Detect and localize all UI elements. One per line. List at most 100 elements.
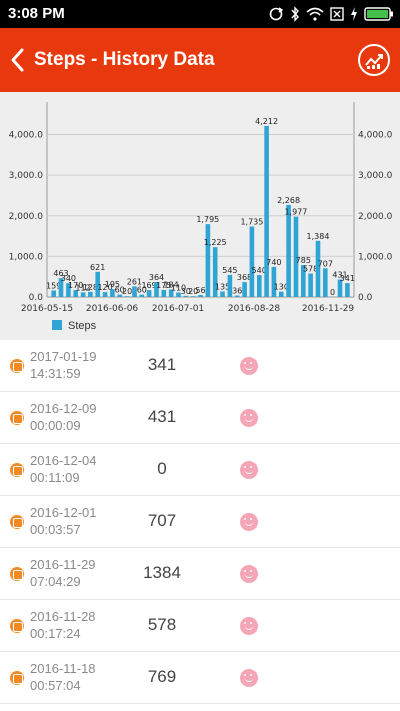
record-icon [10,359,24,373]
record-time: 00:00:09 [30,418,81,433]
bar [73,290,78,297]
y-tick-label-right: 2,000.0 [358,212,393,222]
data-label: 785 [296,256,311,265]
history-row[interactable]: 2016-12-01 00:03:57 707 [0,496,400,548]
smiley-icon [240,461,258,479]
bar [176,292,181,297]
history-row[interactable]: 2016-12-04 00:11:09 0 [0,444,400,496]
bar [308,273,313,297]
bar [212,247,218,297]
history-row[interactable]: 2016-11-18 00:57:04 769 [0,652,400,704]
bar [88,291,93,297]
record-date: 2016-12-01 [30,505,97,520]
bar [279,291,284,297]
data-label: 578 [303,265,318,274]
record-date: 2016-11-28 [30,609,96,624]
steps-chart: 0.0 0.0 1,000.0 1,000.0 2,000.0 2,000.0 3,000.… [0,92,400,340]
data-label: 135 [215,283,230,292]
data-label: 36 [232,287,242,296]
x-tick-label: 2016-11-29 [302,304,355,314]
record-steps: 341 [147,355,177,374]
bar [51,290,56,297]
data-label: 159 [46,282,61,291]
history-row[interactable]: 2017-01-19 14:31:59 341 [0,340,400,392]
x-tick-label: 2016-06-06 [86,304,139,314]
bar [117,294,123,297]
record-steps: 0 [157,459,167,478]
data-label: 128 [83,283,98,292]
data-label: 56 [195,286,205,295]
y-tick-label-right: 1,000.0 [358,252,393,262]
data-label: 2,268 [277,196,300,205]
y-tick-label-right: 4,000.0 [358,131,393,141]
bar [183,295,189,297]
record-date: 2016-12-04 [30,453,97,468]
chart-icon[interactable] [358,44,390,76]
smiley-icon [240,513,258,531]
bar [242,282,247,297]
record-date: 2016-11-18 [30,661,96,676]
wifi-icon [306,7,324,21]
bar [271,266,277,297]
charging-icon [350,7,358,21]
back-icon[interactable] [8,46,30,74]
bar [139,294,145,297]
data-label: 1,977 [284,208,307,217]
data-label: 1,225 [204,238,227,247]
data-label: 130 [274,283,289,292]
data-label: 740 [266,258,281,267]
bar [286,204,291,297]
status-time: 3:08 PM [8,5,65,22]
x-tick-label: 2016-07-01 [152,304,204,314]
history-row[interactable]: 2016-12-09 00:00:09 431 [0,392,400,444]
record-icon [10,411,24,425]
data-label: 175 [156,281,171,290]
data-label: 431 [332,271,347,280]
steps-chart-svg: 0.0 0.0 1,000.0 1,000.0 2,000.0 2,000.0 3,000.… [9,102,393,332]
history-row[interactable]: 2016-11-29 07:04:29 1384 [0,548,400,600]
record-time: 00:03:57 [30,522,81,537]
bar [58,278,64,297]
history-list: 2017-01-19 14:31:59 341 2016-12-09 00:00:09 4… [0,340,400,704]
data-label: 1,384 [307,232,330,241]
y-tick-label-left: 2,000.0 [9,212,44,222]
data-label: 1,795 [196,215,219,224]
record-date: 2016-12-09 [30,401,97,416]
record-time: 00:57:04 [30,678,81,693]
data-label: 463 [53,269,68,278]
smiley-icon [240,617,258,635]
data-label: 30 [181,287,191,296]
smiley-icon [240,565,258,583]
record-time: 00:17:24 [30,626,81,641]
bar [190,296,196,297]
record-steps: 578 [147,615,177,634]
record-steps: 707 [147,511,177,530]
record-icon [10,463,24,477]
data-label: 120 [97,283,112,292]
bar [146,290,152,297]
y-tick-label-right: 0.0 [358,293,373,303]
record-icon [10,671,24,685]
data-label: 0 [330,288,335,297]
data-label: 60 [115,286,125,295]
app-bar: Steps - History Data [0,28,400,92]
bar [301,265,306,297]
bar [264,125,269,298]
bar [337,279,343,297]
bar [323,268,328,297]
bar [102,292,108,297]
record-time: 14:31:59 [30,366,81,381]
record-icon [10,619,24,633]
bar [249,226,255,297]
data-label: 341 [340,274,355,283]
bar [154,282,159,297]
data-label: 540 [252,266,267,275]
legend-label: Steps [68,320,97,332]
bar [257,275,262,297]
history-row[interactable]: 2016-11-28 00:17:24 578 [0,600,400,652]
data-label: 707 [318,259,333,268]
record-time: 07:04:29 [30,574,81,589]
record-icon [10,515,24,529]
data-label: 1,735 [240,218,263,227]
bar [315,240,321,297]
